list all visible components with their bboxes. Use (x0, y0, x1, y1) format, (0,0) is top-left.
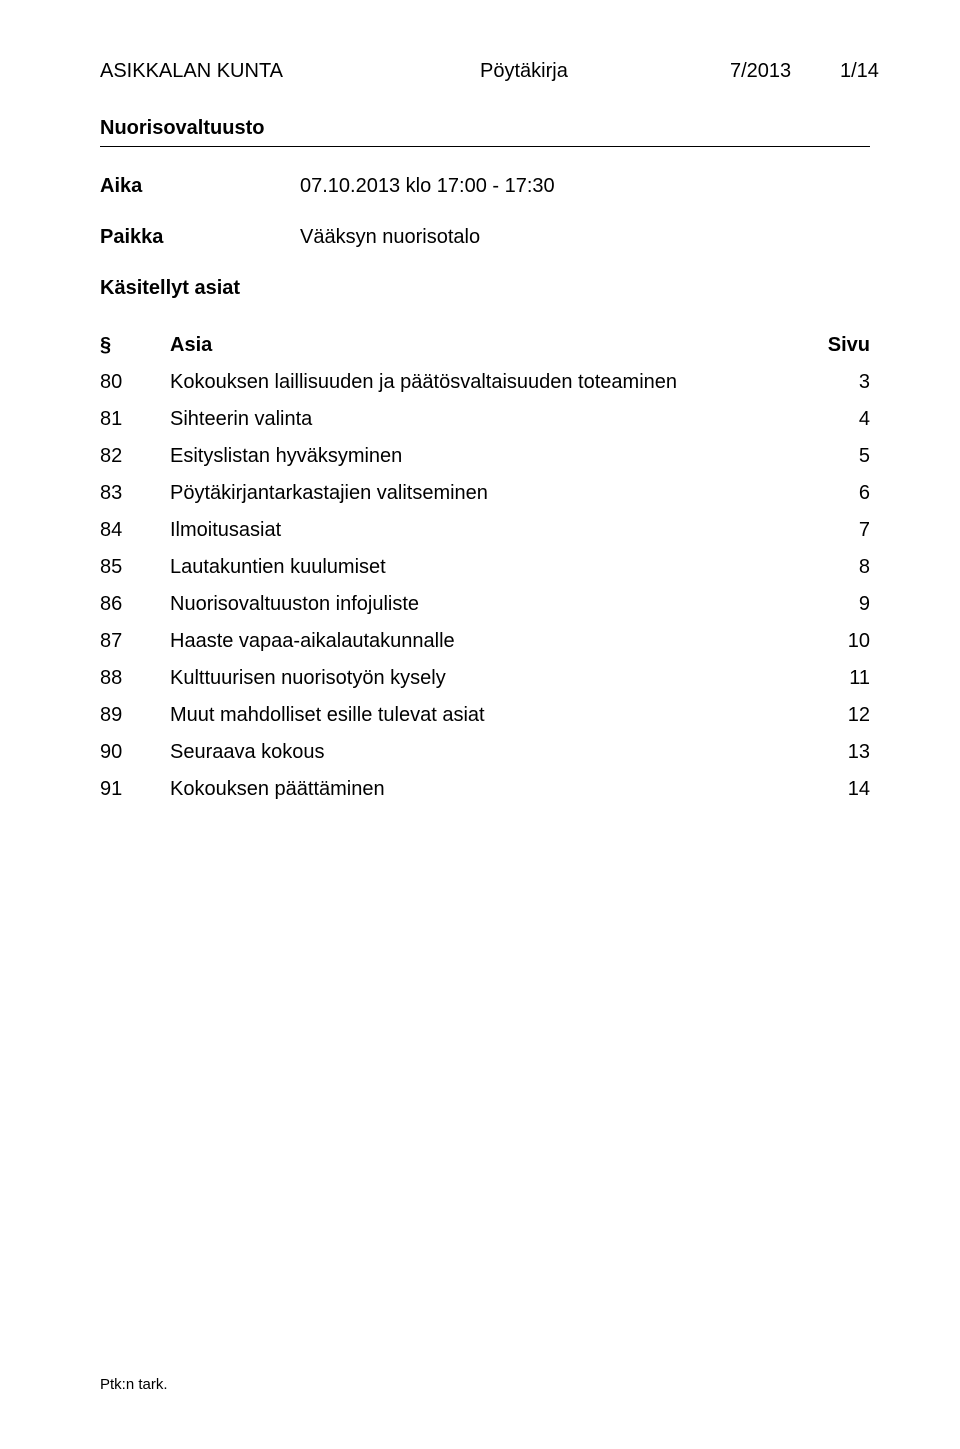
agenda-row-page: 11 (810, 667, 870, 690)
agenda-row-title: Kokouksen laillisuuden ja päätösvaltaisu… (170, 371, 810, 394)
agenda-row: 83Pöytäkirjantarkastajien valitseminen6 (100, 482, 870, 505)
agenda-row-page: 14 (810, 778, 870, 801)
agenda-row: 81Sihteerin valinta4 (100, 408, 870, 431)
paikka-label: Paikka (100, 226, 300, 249)
agenda-row-title: Pöytäkirjantarkastajien valitseminen (170, 482, 810, 505)
aika-row: Aika 07.10.2013 klo 17:00 - 17:30 (100, 175, 870, 198)
agenda-row-title: Ilmoitusasiat (170, 519, 810, 542)
agenda-row-page: 5 (810, 445, 870, 468)
agenda-row-page: 12 (810, 704, 870, 727)
agenda-row-page: 4 (810, 408, 870, 431)
paikka-row: Paikka Vääksyn nuorisotalo (100, 226, 870, 249)
agenda-row-page: 13 (810, 741, 870, 764)
agenda-row-number: 82 (100, 445, 170, 468)
agenda-row-title: Seuraava kokous (170, 741, 810, 764)
agenda-row-page: 8 (810, 556, 870, 579)
header-org: ASIKKALAN KUNTA (100, 60, 480, 83)
agenda-row: 89Muut mahdolliset esille tulevat asiat1… (100, 704, 870, 727)
agenda-row-title: Esityslistan hyväksyminen (170, 445, 810, 468)
agenda-row: 90Seuraava kokous13 (100, 741, 870, 764)
agenda-row-page: 10 (810, 630, 870, 653)
agenda-row-number: 85 (100, 556, 170, 579)
paikka-value: Vääksyn nuorisotalo (300, 226, 870, 249)
agenda-row: 88Kulttuurisen nuorisotyön kysely11 (100, 667, 870, 690)
footer-note: Ptk:n tark. (100, 1376, 168, 1393)
agenda-row: 87Haaste vapaa-aikalautakunnalle10 (100, 630, 870, 653)
agenda-row-number: 86 (100, 593, 170, 616)
agenda-row-title: Muut mahdolliset esille tulevat asiat (170, 704, 810, 727)
header-page-number: 1/14 (840, 60, 879, 83)
col-header-sivu: Sivu (810, 334, 870, 357)
agenda-row-number: 80 (100, 371, 170, 394)
col-header-asia: Asia (170, 334, 810, 357)
header-doc-type: Pöytäkirja (480, 60, 730, 83)
agenda-row-page: 9 (810, 593, 870, 616)
agenda-row-title: Lautakuntien kuulumiset (170, 556, 810, 579)
agenda-row-number: 84 (100, 519, 170, 542)
agenda-rows: 80Kokouksen laillisuuden ja päätösvaltai… (100, 371, 870, 801)
agenda-row-title: Nuorisovaltuuston infojuliste (170, 593, 810, 616)
col-header-section: § (100, 334, 170, 357)
page: ASIKKALAN KUNTA Pöytäkirja 7/2013 1/14 N… (0, 0, 960, 1449)
agenda-row: 84Ilmoitusasiat7 (100, 519, 870, 542)
body-title: Nuorisovaltuusto (100, 117, 870, 147)
agenda-row: 86Nuorisovaltuuston infojuliste9 (100, 593, 870, 616)
aika-value: 07.10.2013 klo 17:00 - 17:30 (300, 175, 870, 198)
agenda-row-title: Kokouksen päättäminen (170, 778, 810, 801)
agenda-row-page: 6 (810, 482, 870, 505)
agenda-row: 80Kokouksen laillisuuden ja päätösvaltai… (100, 371, 870, 394)
agenda-row-number: 90 (100, 741, 170, 764)
agenda-row-page: 3 (810, 371, 870, 394)
agenda-row-number: 91 (100, 778, 170, 801)
aika-label: Aika (100, 175, 300, 198)
agenda-row-number: 83 (100, 482, 170, 505)
agenda-row-number: 81 (100, 408, 170, 431)
agenda-row-title: Kulttuurisen nuorisotyön kysely (170, 667, 810, 690)
doc-header: ASIKKALAN KUNTA Pöytäkirja 7/2013 1/14 (100, 60, 870, 83)
agenda-row-number: 88 (100, 667, 170, 690)
agenda-row-number: 89 (100, 704, 170, 727)
agenda-row-page: 7 (810, 519, 870, 542)
agenda-row: 82Esityslistan hyväksyminen5 (100, 445, 870, 468)
agenda-row-number: 87 (100, 630, 170, 653)
agenda-row: 91Kokouksen päättäminen14 (100, 778, 870, 801)
header-meeting-number: 7/2013 (730, 60, 840, 83)
kasitellyt-heading: Käsitellyt asiat (100, 277, 870, 300)
agenda-row: 85Lautakuntien kuulumiset8 (100, 556, 870, 579)
agenda-row-title: Sihteerin valinta (170, 408, 810, 431)
agenda-table-header: § Asia Sivu (100, 334, 870, 357)
agenda-row-title: Haaste vapaa-aikalautakunnalle (170, 630, 810, 653)
